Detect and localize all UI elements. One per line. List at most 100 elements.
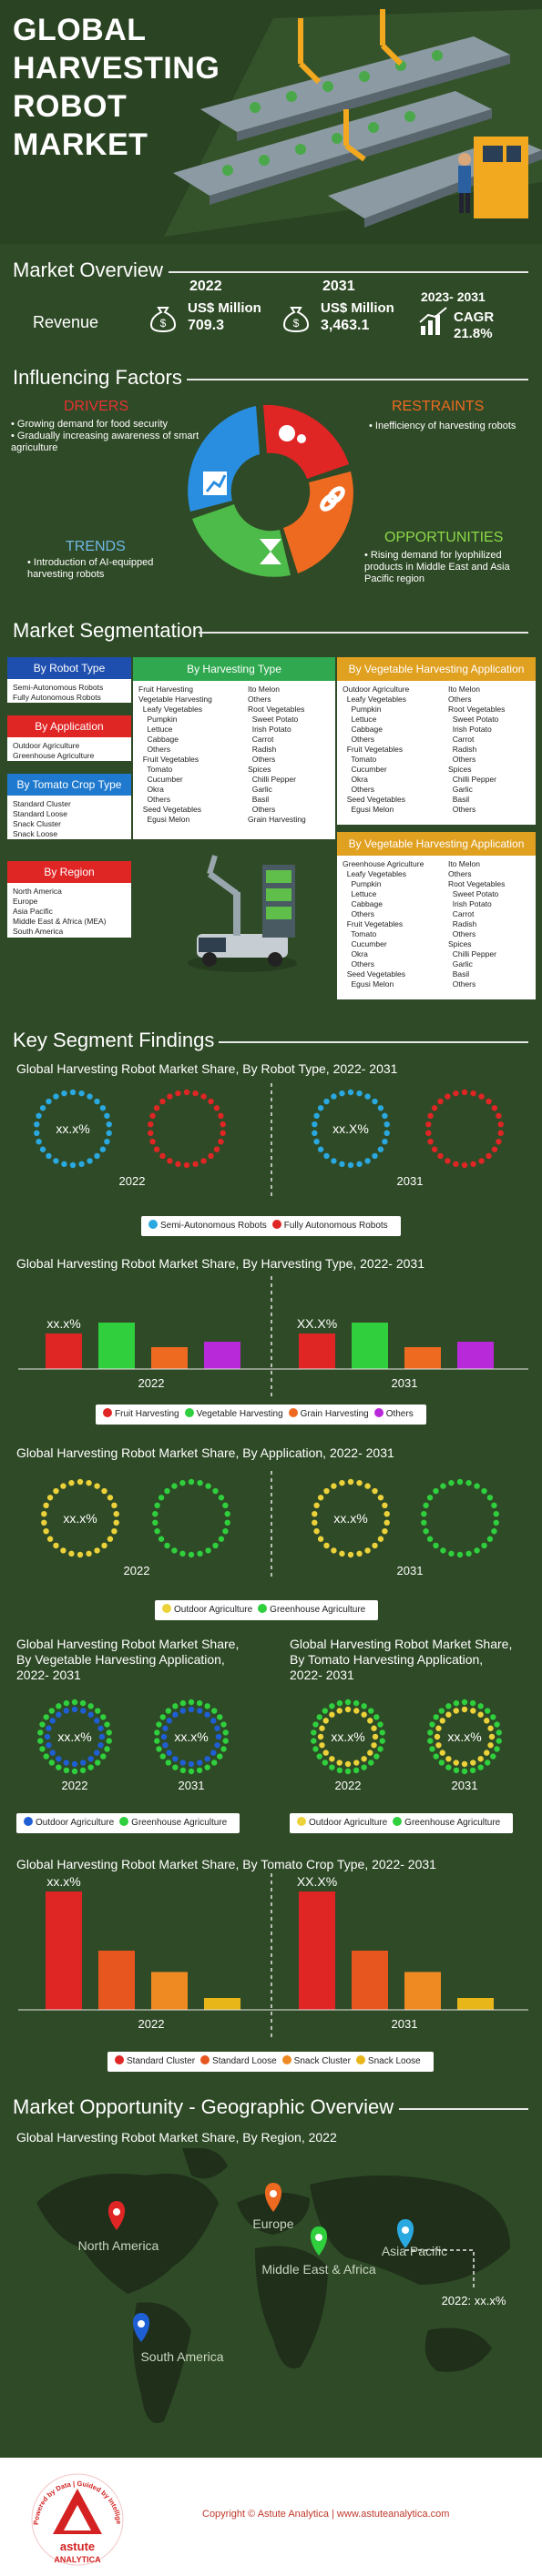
donut-dot	[41, 1519, 47, 1526]
donut-dot	[494, 1721, 500, 1728]
robot-arm-1	[298, 18, 322, 85]
donut-dot	[445, 1158, 451, 1164]
donut-dot	[453, 1699, 460, 1707]
donut-dot	[364, 1483, 371, 1489]
bar	[299, 1334, 335, 1369]
donut-dot	[222, 1502, 229, 1509]
donut-dot	[39, 1105, 46, 1111]
list-item: Cucumber	[138, 775, 183, 784]
donut-dot	[448, 1479, 455, 1486]
donut-dot	[372, 1542, 378, 1549]
donut-dot	[423, 1527, 429, 1535]
donut-dot	[356, 1550, 363, 1557]
donut-dot	[69, 1161, 77, 1169]
list-item: Ito Melon	[448, 859, 480, 868]
donut-dot	[313, 1138, 320, 1145]
legend-label: Outdoor Agriculture	[36, 1818, 115, 1828]
donut-dot	[356, 1090, 363, 1097]
list-item: Root Vegetables	[448, 879, 506, 888]
donut-dot	[220, 1746, 227, 1752]
donut-dot	[46, 1098, 52, 1105]
donut-dot	[336, 1767, 343, 1774]
donut-dot	[164, 1542, 170, 1549]
map-pin-dot	[138, 2320, 145, 2328]
map-pin-dot	[270, 2190, 277, 2197]
bar	[46, 1891, 82, 2010]
donut-dot	[197, 1479, 203, 1486]
donut-dot	[382, 1502, 388, 1509]
influencing-factors-heading: Influencing Factors	[13, 366, 182, 389]
donut-dot	[427, 1738, 434, 1744]
list-item: Outdoor Agriculture	[13, 741, 80, 750]
donut-dot	[43, 1714, 49, 1720]
donut-dot	[94, 1760, 101, 1766]
donut-dot	[153, 1105, 160, 1111]
chart-title-tomato-crop: Global Harvesting Robot Market Share, By…	[16, 1857, 436, 1871]
donut-dot	[148, 1130, 154, 1137]
donut-dot	[188, 1699, 195, 1706]
donut-dot	[159, 1152, 166, 1160]
list-item: Cabbage	[343, 725, 383, 734]
donut-dot	[53, 1093, 59, 1100]
donut-dot	[331, 1093, 337, 1100]
donut-dot	[382, 1112, 388, 1120]
legend-harvesting-type: Fruit Harvesting Vegetable Harvesting Grai…	[96, 1405, 426, 1425]
donut-dot	[377, 1746, 383, 1752]
opportunities-list: • Rising demand for lyophilized products…	[364, 550, 537, 585]
donut-dot	[383, 1519, 390, 1526]
panel-harvesting-type: By Harvesting Type Fruit Harvesting Veget…	[133, 657, 335, 839]
donut-dot	[364, 1093, 371, 1100]
donut-dot	[353, 1699, 360, 1707]
donut-dot	[311, 1738, 317, 1744]
donut-dot	[421, 1519, 427, 1526]
divider	[187, 379, 528, 380]
donut-dot	[71, 1768, 78, 1775]
donut-dot	[435, 1742, 442, 1749]
donut-dot	[461, 1706, 468, 1713]
donut-dot	[167, 1093, 173, 1100]
list-item: Cucumber	[343, 765, 387, 774]
list-item: Radish	[448, 919, 477, 928]
donut-dot	[453, 1708, 459, 1714]
list-item: Lettuce	[343, 715, 377, 724]
donut-dot	[46, 1152, 52, 1160]
year-2031-unit: US$ Million	[321, 300, 394, 316]
donut-dot	[165, 1760, 172, 1766]
donut-dot	[329, 1764, 335, 1770]
donut-dot	[34, 1130, 40, 1137]
donut-dot	[361, 1764, 367, 1770]
bar	[299, 1891, 335, 2010]
donut-dot	[60, 1547, 66, 1554]
donut-dot	[339, 1479, 345, 1486]
geographic-heading: Market Opportunity - Geographic Overview	[13, 2095, 394, 2118]
list-item: • Growing demand for food security	[11, 419, 169, 430]
svg-text:$: $	[160, 317, 167, 330]
list-item: Carrot	[248, 735, 274, 744]
donut-dot	[491, 1502, 497, 1509]
donut-center-label: xx.x%	[56, 1121, 89, 1136]
donut-dot	[347, 1161, 354, 1169]
donut-dot	[87, 1703, 94, 1709]
donut-dot	[188, 1551, 195, 1558]
drivers-list: • Growing demand for food security • Gra…	[11, 419, 202, 454]
donut-dot	[491, 1146, 498, 1152]
divider	[219, 1041, 528, 1043]
list-item: Cabbage	[138, 735, 179, 744]
divider	[169, 271, 528, 273]
donut-dot	[111, 1527, 118, 1535]
donut-dot	[46, 1725, 52, 1731]
donut-dot	[434, 1733, 441, 1740]
donut-dot	[212, 1487, 219, 1495]
donut-dot	[496, 1729, 502, 1736]
donut-dot	[43, 1502, 49, 1509]
legend-item: Vegetable Harvesting	[184, 1408, 283, 1419]
panel-title: By Harvesting Type	[133, 657, 335, 681]
donut-center-label: xx.x%	[331, 1729, 364, 1744]
donut-dot	[361, 1756, 367, 1762]
donut-dot	[152, 1510, 159, 1517]
donut-dot	[437, 1098, 444, 1105]
list-item: Spices	[248, 765, 271, 774]
donut-dot	[317, 1733, 324, 1740]
list-item: Sweet Potato	[448, 889, 499, 898]
chain-link-icon	[320, 486, 345, 512]
